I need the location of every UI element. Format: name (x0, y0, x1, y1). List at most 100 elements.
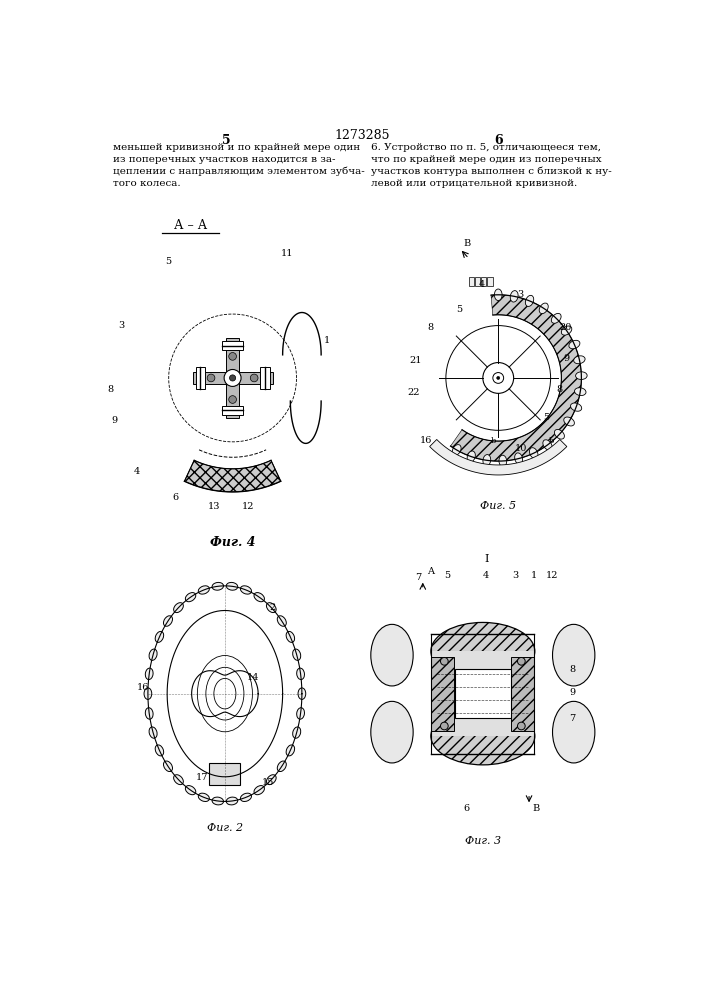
Bar (487, 277, 493, 286)
Text: 6: 6 (494, 134, 503, 147)
Text: 2: 2 (269, 603, 276, 612)
Ellipse shape (174, 603, 183, 613)
Ellipse shape (298, 688, 305, 699)
Ellipse shape (499, 455, 507, 467)
Polygon shape (430, 439, 567, 475)
Text: B: B (533, 804, 540, 813)
Ellipse shape (293, 727, 300, 738)
Ellipse shape (226, 582, 238, 590)
Text: 8: 8 (108, 385, 114, 394)
Text: A: A (426, 567, 433, 576)
Circle shape (518, 657, 525, 665)
Text: 22: 22 (407, 388, 420, 397)
Ellipse shape (297, 668, 305, 680)
Bar (209, 763, 240, 785)
Text: Фиг. 5: Фиг. 5 (480, 501, 516, 511)
Bar (260, 367, 269, 389)
Text: Фиг. 4: Фиг. 4 (210, 536, 255, 549)
Ellipse shape (144, 688, 152, 699)
Text: 9: 9 (111, 416, 117, 425)
Text: 3: 3 (512, 571, 518, 580)
Ellipse shape (553, 624, 595, 686)
Text: 5: 5 (456, 306, 462, 314)
Ellipse shape (240, 793, 252, 802)
Text: 6. Устройство по п. 5, отличающееся тем,
что по крайней мере один из поперечных
: 6. Устройство по п. 5, отличающееся тем,… (371, 143, 612, 188)
Ellipse shape (525, 295, 534, 306)
Ellipse shape (494, 289, 502, 301)
Circle shape (229, 353, 236, 360)
Ellipse shape (226, 797, 238, 805)
Ellipse shape (571, 403, 582, 411)
Text: 12: 12 (242, 502, 255, 511)
Bar (455, 669, 510, 718)
Ellipse shape (149, 649, 157, 660)
Ellipse shape (515, 453, 522, 464)
Text: 7: 7 (415, 573, 421, 582)
Ellipse shape (467, 451, 475, 462)
Ellipse shape (553, 701, 595, 763)
Text: 9: 9 (563, 354, 570, 363)
Ellipse shape (370, 624, 413, 686)
Ellipse shape (156, 745, 163, 756)
Text: 4: 4 (134, 467, 140, 476)
Text: 12: 12 (546, 571, 559, 580)
Text: Фиг. 2: Фиг. 2 (207, 823, 243, 833)
Ellipse shape (575, 372, 587, 380)
Ellipse shape (146, 668, 153, 680)
Text: 7: 7 (569, 714, 575, 723)
Circle shape (518, 722, 525, 730)
Ellipse shape (573, 356, 585, 364)
Ellipse shape (510, 291, 518, 302)
Ellipse shape (483, 455, 491, 466)
Ellipse shape (575, 388, 586, 396)
Text: I: I (484, 554, 489, 564)
Text: 9: 9 (569, 688, 575, 697)
Ellipse shape (163, 761, 173, 772)
Text: 1: 1 (324, 336, 329, 345)
Text: 15: 15 (262, 778, 274, 787)
Ellipse shape (267, 775, 276, 785)
Circle shape (440, 722, 448, 730)
Ellipse shape (539, 303, 548, 314)
Bar (192, 372, 273, 384)
Text: 8: 8 (556, 385, 562, 394)
Text: 10: 10 (515, 444, 527, 453)
Text: 4: 4 (483, 571, 489, 580)
Ellipse shape (240, 586, 252, 594)
Text: 16: 16 (420, 436, 432, 445)
Text: 6: 6 (173, 493, 179, 502)
Text: 17: 17 (196, 773, 208, 782)
Circle shape (250, 374, 258, 382)
Bar (481, 277, 486, 286)
Text: 8: 8 (569, 665, 575, 674)
Ellipse shape (543, 440, 552, 450)
Text: 11: 11 (281, 249, 293, 258)
Circle shape (229, 396, 236, 403)
Ellipse shape (163, 616, 173, 626)
Bar (475, 277, 480, 286)
Ellipse shape (297, 708, 305, 719)
Text: 13: 13 (208, 502, 221, 511)
Polygon shape (450, 295, 581, 461)
Bar (226, 338, 239, 418)
Ellipse shape (286, 745, 295, 756)
Ellipse shape (530, 448, 538, 459)
Ellipse shape (212, 582, 223, 590)
Text: 8: 8 (428, 323, 433, 332)
Ellipse shape (569, 340, 580, 349)
Text: 5: 5 (543, 413, 549, 422)
Text: b: b (549, 437, 554, 445)
Text: B: B (464, 239, 471, 248)
Ellipse shape (563, 417, 574, 426)
Text: b: b (491, 437, 496, 445)
Ellipse shape (146, 708, 153, 719)
Text: 3: 3 (119, 321, 125, 330)
Text: 5: 5 (444, 571, 450, 580)
Bar (222, 341, 243, 350)
Circle shape (440, 657, 448, 665)
Text: меньшей кривизной и по крайней мере один
из поперечных участков находится в за-
: меньшей кривизной и по крайней мере один… (113, 143, 365, 188)
Text: 4: 4 (479, 280, 485, 289)
Ellipse shape (185, 593, 196, 602)
Text: 20: 20 (560, 323, 572, 332)
Ellipse shape (254, 593, 264, 602)
